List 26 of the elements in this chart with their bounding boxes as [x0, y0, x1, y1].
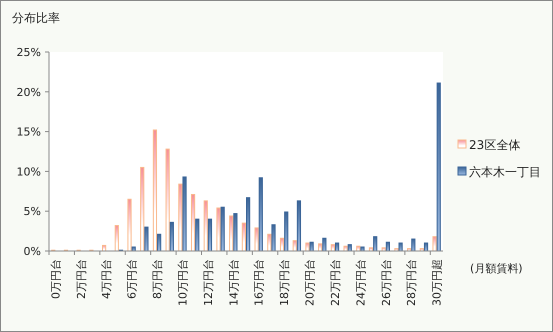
x-axis-title: (月額賃料) [470, 262, 523, 275]
y-tick-label: 0% [24, 245, 41, 258]
y-tick-label: 20% [16, 86, 41, 99]
x-tick-label: 18万円台 [278, 259, 292, 306]
x-tick-label: 2万円台 [74, 259, 88, 299]
y-tick-label: 10% [16, 165, 41, 178]
x-tick-label: 4万円台 [100, 259, 114, 299]
chart-title: 分布比率 [12, 11, 60, 25]
x-tick-label: 26万円台 [380, 259, 393, 306]
legend-label: 23区全体 [469, 138, 520, 152]
x-tick-label: 28万円台 [405, 259, 418, 306]
y-tick-label: 25% [16, 46, 41, 59]
x-tick-label: 14万円台 [227, 259, 240, 306]
x-tick-label: 16万円台 [252, 259, 266, 306]
y-tick-label: 5% [24, 205, 41, 218]
x-tick-label: 10万円台 [176, 259, 190, 306]
x-tick-label: 6万円台 [126, 259, 139, 299]
legend-label: 六本木一丁目 [469, 165, 541, 179]
x-tick-label: 12万円台 [202, 259, 215, 306]
x-tick-label: 24万円台 [354, 259, 368, 306]
y-tick-label: 15% [16, 126, 41, 139]
x-tick-label: 22万円台 [328, 259, 342, 306]
x-tick-label: 8万円台 [151, 259, 164, 299]
x-tick-label: 20万円台 [304, 259, 317, 306]
x-tick-label: 30万円超 [430, 259, 444, 306]
x-tick-label: 0万円台 [49, 259, 62, 299]
